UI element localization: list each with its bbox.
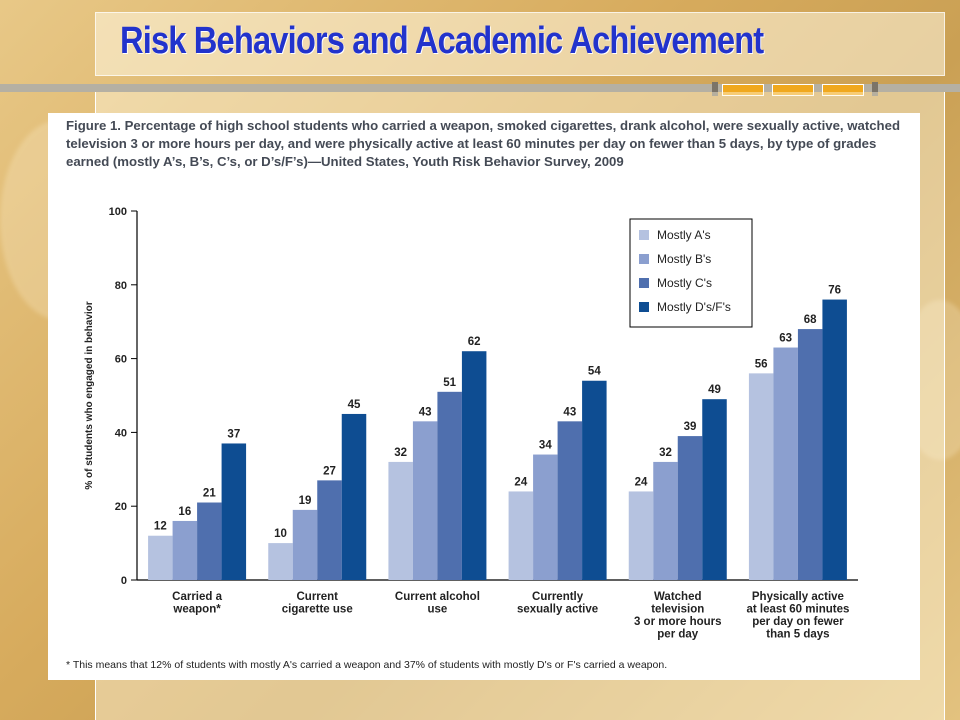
data-label: 16 (178, 506, 191, 518)
bar-chart: 0 20 40 60 80 100 % of students who engaged in… (84, 206, 858, 641)
bar (197, 502, 222, 580)
figure: Figure 1. Percentage of high school stud… (48, 113, 920, 680)
data-label: 76 (828, 285, 841, 297)
bar (822, 299, 847, 580)
bar (773, 347, 798, 580)
y-tick-label: 60 (115, 354, 127, 366)
data-label: 32 (394, 447, 407, 459)
data-label: 49 (708, 384, 721, 396)
data-label: 62 (468, 336, 481, 348)
accent-box (822, 84, 864, 96)
x-tick-label: Physically active (752, 591, 844, 603)
legend-label: Mostly C's (657, 276, 712, 290)
y-tick-label: 20 (115, 501, 127, 513)
x-tick-label: at least 60 minutes (746, 604, 849, 616)
legend-label: Mostly D's/F's (657, 300, 731, 314)
bar (508, 491, 534, 580)
x-tick-label: Watched (654, 591, 702, 603)
figure-footnote: * This means that 12% of students with m… (66, 659, 668, 671)
data-label: 39 (684, 421, 697, 433)
x-tick-label: Current (296, 591, 338, 603)
bar (748, 373, 774, 580)
bar (557, 421, 583, 580)
bar (341, 413, 367, 580)
x-tick-label: sexually active (517, 604, 598, 616)
bar (388, 461, 413, 580)
strip-divider (872, 82, 878, 96)
x-tick-label: Carried a (172, 591, 222, 603)
data-label: 56 (755, 358, 768, 370)
bar (317, 480, 342, 580)
bar (412, 421, 438, 580)
figure-caption: Figure 1. Percentage of high school stud… (66, 118, 900, 169)
bar (653, 461, 678, 580)
data-label: 12 (154, 521, 167, 533)
data-label: 24 (514, 476, 527, 488)
legend-swatch (639, 278, 649, 288)
bar (677, 436, 703, 580)
y-tick-label: 40 (115, 427, 127, 439)
data-label: 27 (323, 465, 336, 477)
data-label: 32 (659, 447, 672, 459)
data-label: 43 (419, 406, 432, 418)
data-label: 43 (563, 406, 576, 418)
legend-swatch (639, 254, 649, 264)
legend-label: Mostly B's (657, 252, 711, 266)
bar (797, 329, 823, 580)
decorative-strip (0, 84, 960, 92)
data-label: 34 (539, 440, 552, 452)
title-panel (95, 12, 945, 76)
x-tick-label: weapon* (172, 604, 221, 616)
bar (461, 351, 487, 580)
data-label: 51 (443, 377, 456, 389)
x-tick-label: per day (657, 629, 699, 641)
data-label: 54 (588, 366, 601, 378)
legend-swatch (639, 230, 649, 240)
x-tick-label: cigarette use (282, 604, 353, 616)
x-tick-label: than 5 days (766, 629, 829, 641)
data-label: 37 (227, 428, 240, 440)
bar (221, 443, 247, 580)
x-tick-label: use (428, 604, 448, 616)
x-tick-label: Currently (532, 591, 584, 603)
legend-swatch (639, 302, 649, 312)
accent-box (772, 84, 814, 96)
bar (292, 509, 318, 580)
legend-label: Mostly A's (657, 228, 711, 242)
data-label: 10 (274, 528, 287, 540)
x-tick-label: television (651, 604, 704, 616)
bar (268, 543, 293, 580)
bar (148, 535, 173, 580)
x-tick-label: per day on fewer (752, 616, 844, 628)
legend (629, 218, 753, 328)
slide-title: Risk Behaviors and Academic Achievement (120, 20, 764, 62)
bar (533, 454, 558, 580)
accent-box (722, 84, 764, 96)
bar (702, 399, 727, 580)
bar (172, 520, 198, 580)
data-label: 19 (299, 495, 312, 507)
bar (437, 391, 462, 580)
y-tick-label: 100 (109, 206, 127, 218)
y-tick-label: 80 (115, 280, 127, 292)
y-tick-label: 0 (121, 575, 127, 587)
strip-divider (712, 82, 718, 96)
x-tick-label: 3 or more hours (634, 616, 722, 628)
data-label: 24 (635, 476, 648, 488)
data-label: 68 (804, 314, 817, 326)
x-tick-label: Current alcohol (395, 591, 480, 603)
y-axis-label: % of students who engaged in behavior (84, 301, 95, 489)
data-label: 21 (203, 488, 216, 500)
bar (582, 380, 607, 580)
data-label: 45 (348, 399, 361, 411)
bar (628, 491, 654, 580)
data-label: 63 (779, 333, 792, 345)
